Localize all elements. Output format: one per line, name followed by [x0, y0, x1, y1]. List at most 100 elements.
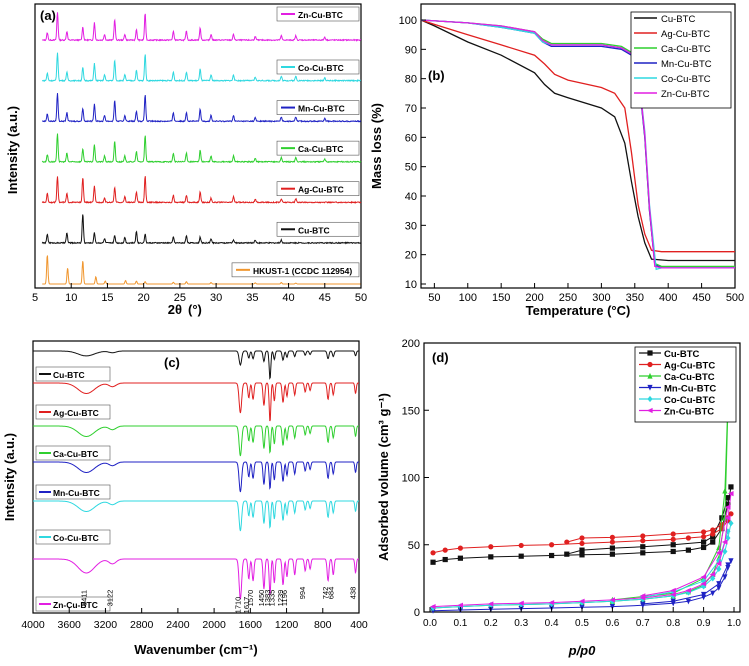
x-tick-label-a-10: 10: [65, 292, 77, 304]
legend-text-b-cu-btc: Cu-BTC: [661, 14, 695, 25]
legend-marker-d-ca-cu-btc: [647, 372, 653, 379]
bet-ads-point-zn-cu-btc-1: [457, 602, 463, 608]
bet-des-point-zn-cu-btc-3: [670, 587, 676, 594]
xrd-line-co-cu-btc: [42, 52, 361, 83]
bet-ads-point-co-cu-btc-11: [710, 575, 716, 582]
legend-text-b-co-cu-btc: Co-Cu-BTC: [661, 74, 711, 85]
bet-des-point-ag-cu-btc-5: [640, 533, 646, 539]
peak-label-1196: 1196: [280, 590, 289, 606]
bet-ads-point-zn-cu-btc-9: [685, 587, 691, 594]
bet-ads-point-zn-cu-btc-3: [518, 600, 524, 606]
bet-des-point-ag-cu-btc-3: [701, 529, 707, 535]
panel-a-y-label: Intensity (a.u.): [5, 106, 20, 194]
legend-text-cu-btc: Cu-BTC: [298, 225, 330, 235]
y-tick-label-d-0: 0: [414, 607, 420, 619]
bet-ads-point-mn-cu-btc-12: [716, 585, 722, 591]
legend-text-b-zn-cu-btc: Zn-Cu-BTC: [661, 89, 710, 100]
tga-line-cu-btc: [420, 19, 735, 262]
x-tick-label-a-5: 5: [32, 292, 38, 304]
legend-text-c-co-cu-btc: Co-Cu-BTC: [53, 533, 99, 543]
legend-box-c-mn-cu-btc: [35, 484, 111, 500]
legend-text-d-co-cu-btc: Co-Cu-BTC: [664, 395, 715, 406]
legend-text-hkust-1-ccdc-112954: HKUST-1 (CCDC 112954): [253, 266, 352, 276]
x-tick-label-c-4000: 4000: [21, 619, 45, 631]
bet-ads-point-zn-cu-btc-15: [727, 491, 734, 497]
bet-ads-point-ag-cu-btc-7: [609, 539, 616, 545]
ftir-line-cu-btc: [33, 350, 359, 380]
legend-box-ag-cu-btc: [276, 181, 360, 197]
legend-box-c-zn-cu-btc: [35, 596, 111, 612]
bet-ads-line-mn-cu-btc: [432, 560, 732, 612]
bet-ads-point-cu-btc-12: [710, 539, 716, 545]
bet-ads-line-cu-btc: [432, 486, 732, 563]
bet-ads-point-cu-btc-5: [549, 552, 555, 559]
x-tick-label-a-40: 40: [282, 292, 294, 304]
panel-c-y-label: Intensity (a.u.): [2, 433, 17, 521]
x-tick-label-d-0.6: 0.6: [605, 618, 619, 629]
panel-b-y-label: Mass loss (%): [369, 103, 384, 189]
peak-label-438: 438: [349, 587, 358, 600]
bet-des-point-cu-btc-4: [670, 542, 676, 548]
peak-label-1617: 1617: [242, 597, 251, 614]
peak-label-1450: 1450: [257, 590, 266, 607]
bet-ads-point-co-cu-btc-12: [716, 565, 722, 573]
bet-des-point-mn-cu-btc-4: [640, 601, 646, 608]
panel-c-frame: [32, 340, 360, 614]
bet-des-point-mn-cu-btc-2: [701, 591, 707, 598]
bet-des-point-zn-cu-btc-4: [639, 593, 646, 599]
bet-ads-point-co-cu-btc-10: [701, 583, 707, 590]
legend-text-ag-cu-btc: Ag-Cu-BTC: [298, 185, 344, 195]
bet-des-point-zn-cu-btc-2: [700, 574, 707, 580]
bet-des-point-cu-btc-5: [640, 544, 646, 550]
legend-text-b-ca-cu-btc: Ca-Cu-BTC: [661, 44, 711, 55]
panel-b-legend: Cu-BTC Ag-Cu-BTC Ca-Cu-BTC Mn-Cu-BTC Co-Cu-B…: [630, 11, 732, 109]
legend-marker-d-cu-btc: [647, 350, 653, 356]
panel-b-frame: [420, 3, 736, 289]
legend-text-c-cu-btc: Cu-BTC: [53, 370, 85, 380]
ftir-line-ca-cu-btc: [33, 425, 359, 457]
peak-label-1239: 1239: [276, 590, 285, 607]
x-tick-label-b-400: 400: [659, 292, 677, 304]
legend-box-hkust-1-ccdc-112954: [231, 262, 360, 278]
panel-c-legends: Cu-BTC Ag-Cu-BTC Ca-Cu-BTC Mn-Cu-BTC Co-Cu-B…: [35, 366, 111, 612]
bet-ads-point-co-cu-btc-14: [725, 534, 731, 542]
bet-des-point-mn-cu-btc-1: [716, 581, 722, 587]
panel-a-frame: [34, 3, 362, 289]
y-tick-label-b-50: 50: [405, 162, 417, 174]
legend-text-zn-cu-btc: Zn-Cu-BTC: [298, 10, 343, 20]
xrd-line-hkust-1-ccdc-112954: [42, 255, 361, 285]
bet-ads-line-zn-cu-btc: [432, 493, 732, 608]
bet-ads-line-co-cu-btc: [432, 523, 732, 609]
y-tick-label-d-150: 150: [402, 405, 420, 417]
tga-line-zn-cu-btc: [420, 19, 735, 269]
y-tick-label-d-50: 50: [408, 540, 420, 552]
bet-des-point-mn-cu-btc-3: [670, 598, 676, 605]
x-tick-label-d-0: 0.0: [423, 618, 437, 629]
legend-marker-d-ag-cu-btc: [647, 361, 653, 368]
bet-ads-point-zn-cu-btc-4: [548, 599, 555, 606]
x-tick-label-d-0.8: 0.8: [666, 618, 680, 629]
bet-ads-point-zn-cu-btc-0: [429, 604, 436, 610]
x-tick-label-a-45: 45: [319, 292, 331, 304]
xrd-line-zn-cu-btc: [42, 12, 361, 42]
x-tick-label-c-2800: 2800: [130, 619, 154, 631]
y-tick-label-b-90: 90: [405, 44, 417, 56]
x-tick-label-d-0.9: 0.9: [697, 618, 711, 629]
bet-ads-point-mn-cu-btc-6: [609, 604, 615, 610]
x-tick-label-d-0.7: 0.7: [636, 618, 650, 629]
bet-des-point-ag-cu-btc-8: [564, 539, 570, 545]
bet-ads-point-cu-btc-14: [725, 501, 731, 507]
y-tick-label-b-70: 70: [405, 103, 417, 115]
legend-text-d-cu-btc: Cu-BTC: [664, 349, 699, 360]
bet-ads-point-zn-cu-btc-8: [670, 591, 676, 598]
bet-ads-point-cu-btc-3: [488, 554, 494, 560]
legend-text-c-mn-cu-btc: Mn-Cu-BTC: [53, 488, 100, 498]
bet-ads-point-cu-btc-7: [609, 551, 615, 557]
x-tick-label-d-1: 1.0: [727, 618, 741, 629]
bet-ads-point-ag-cu-btc-11: [701, 534, 707, 540]
legend-text-b-mn-cu-btc: Mn-Cu-BTC: [661, 59, 712, 70]
x-tick-label-c-3600: 3600: [58, 619, 82, 631]
panel-a-curves: [41, 12, 362, 285]
panel-b-label: (b): [428, 68, 445, 83]
